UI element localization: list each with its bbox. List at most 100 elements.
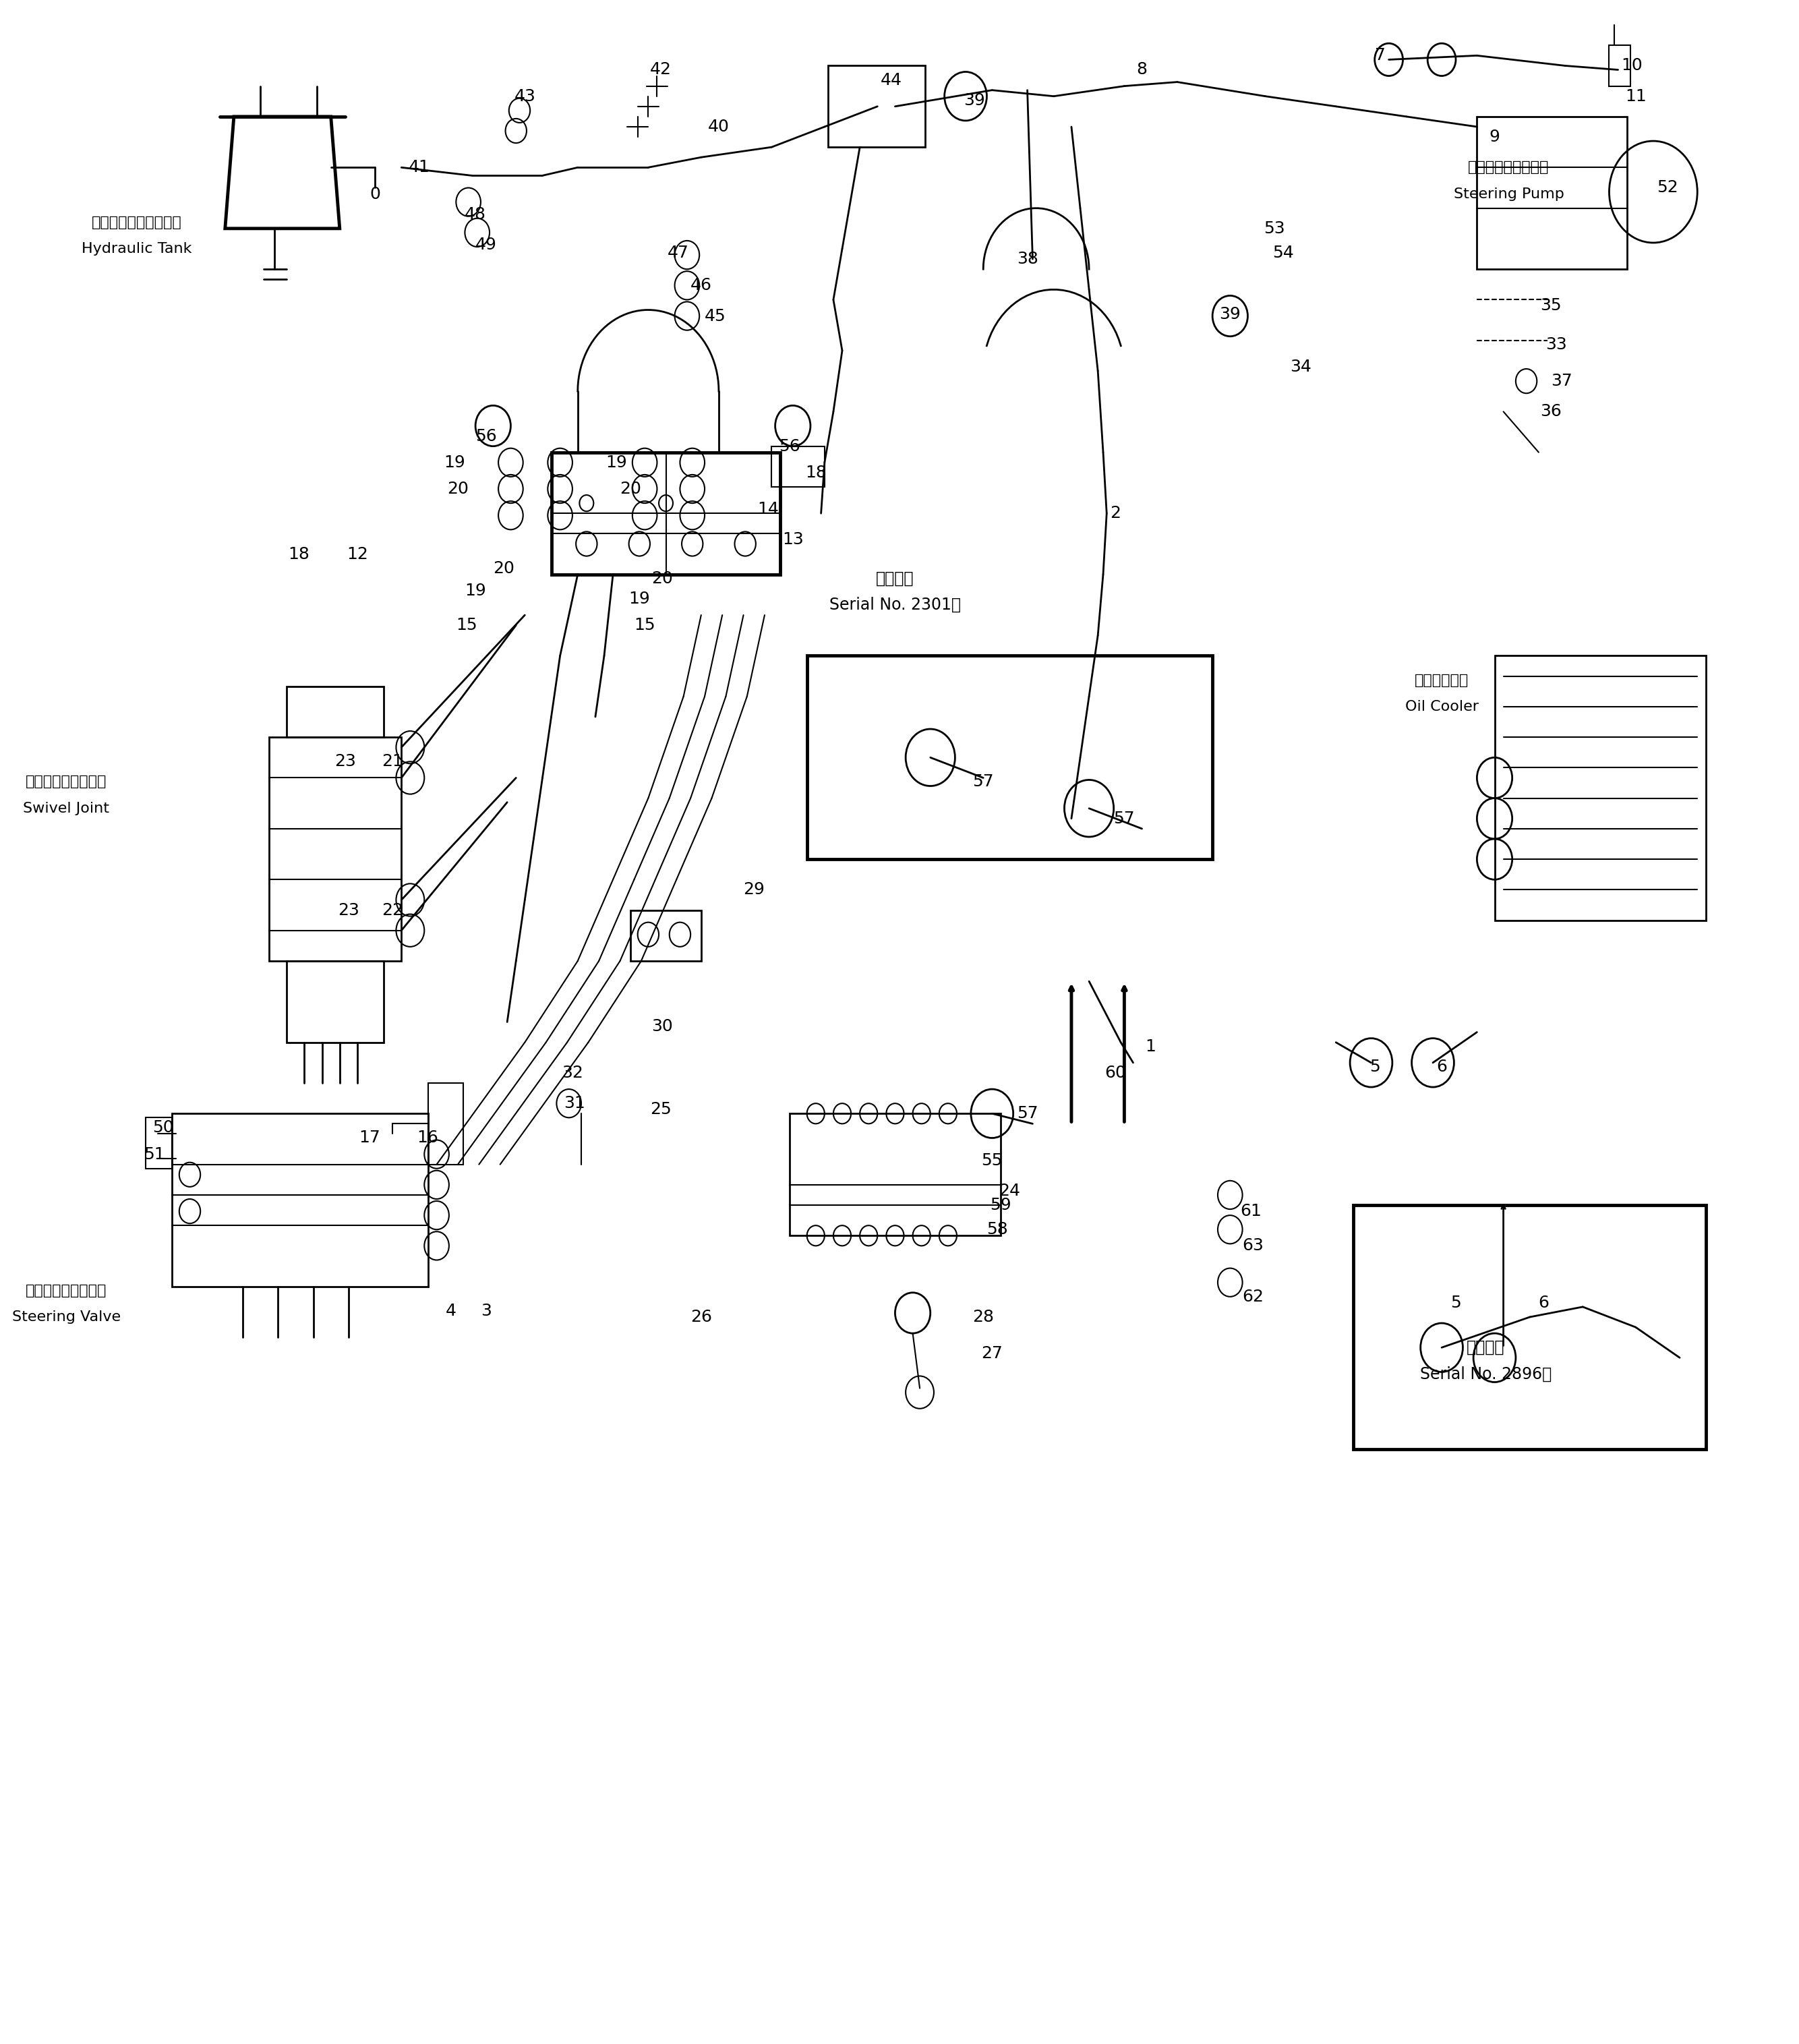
Bar — [286, 687, 383, 738]
Text: 5: 5 — [1369, 1059, 1380, 1075]
Text: 56: 56 — [475, 427, 497, 444]
Text: 30: 30 — [651, 1018, 673, 1034]
Text: 19: 19 — [444, 454, 464, 470]
Text: 適用号機: 適用号機 — [1466, 1339, 1504, 1355]
Text: 57: 57 — [973, 775, 993, 789]
Text: 49: 49 — [475, 237, 497, 253]
Text: 16: 16 — [417, 1130, 439, 1147]
Text: 6: 6 — [1436, 1059, 1446, 1075]
Text: 15: 15 — [455, 617, 477, 634]
Text: 11: 11 — [1624, 88, 1646, 104]
Text: 1: 1 — [1146, 1038, 1157, 1055]
Text: 18: 18 — [288, 546, 309, 562]
Text: 55: 55 — [982, 1153, 1002, 1169]
Text: 50: 50 — [153, 1120, 175, 1136]
Text: 63: 63 — [1243, 1239, 1263, 1253]
Text: 39: 39 — [1220, 307, 1241, 323]
Text: Oil Cooler: Oil Cooler — [1405, 699, 1479, 713]
Text: 57: 57 — [1016, 1106, 1038, 1122]
Text: 31: 31 — [563, 1096, 585, 1112]
Text: 23: 23 — [335, 754, 356, 771]
Text: 42: 42 — [649, 61, 671, 78]
Polygon shape — [225, 117, 340, 229]
Text: ステアリングバルブ: ステアリングバルブ — [25, 1284, 106, 1298]
Text: 28: 28 — [973, 1308, 995, 1325]
Text: 40: 40 — [709, 119, 730, 135]
Text: Swivel Joint: Swivel Joint — [23, 801, 110, 816]
Text: ステアリングポンプ: ステアリングポンプ — [1468, 161, 1549, 174]
Text: 32: 32 — [561, 1065, 583, 1081]
Text: オイルクーラ: オイルクーラ — [1414, 672, 1468, 687]
Text: 17: 17 — [360, 1130, 380, 1147]
Text: 38: 38 — [1016, 251, 1038, 268]
Text: 20: 20 — [493, 560, 515, 576]
Bar — [1495, 656, 1705, 920]
Text: 39: 39 — [964, 92, 986, 108]
Text: 19: 19 — [606, 454, 628, 470]
Bar — [828, 65, 925, 147]
Text: 53: 53 — [1263, 221, 1284, 237]
Text: 46: 46 — [691, 278, 712, 294]
Text: 45: 45 — [705, 309, 727, 325]
Text: 6: 6 — [1538, 1294, 1549, 1310]
Text: 44: 44 — [882, 72, 903, 88]
Text: 36: 36 — [1540, 403, 1562, 419]
Bar — [286, 961, 383, 1042]
Bar — [1608, 45, 1630, 86]
Text: 56: 56 — [779, 437, 801, 454]
Text: 18: 18 — [804, 464, 826, 480]
Text: 20: 20 — [621, 480, 642, 497]
Text: 29: 29 — [743, 881, 765, 897]
Text: Steering Valve: Steering Valve — [13, 1310, 121, 1325]
Text: 47: 47 — [667, 245, 689, 262]
Text: 12: 12 — [347, 546, 369, 562]
Text: 58: 58 — [986, 1222, 1007, 1237]
Text: 4: 4 — [446, 1302, 457, 1318]
Text: 22: 22 — [381, 901, 403, 918]
Text: 33: 33 — [1545, 337, 1567, 352]
Text: 19: 19 — [464, 583, 486, 599]
Bar — [808, 656, 1213, 858]
Text: 13: 13 — [783, 531, 804, 548]
Text: 57: 57 — [1114, 809, 1135, 826]
Text: 62: 62 — [1243, 1288, 1265, 1304]
Bar — [146, 1118, 173, 1169]
Text: 20: 20 — [651, 570, 673, 587]
Text: Serial No. 2301～: Serial No. 2301～ — [829, 597, 961, 613]
Text: 3: 3 — [480, 1302, 491, 1318]
Text: Steering Pump: Steering Pump — [1454, 188, 1563, 200]
Text: 60: 60 — [1105, 1065, 1126, 1081]
Text: 41: 41 — [408, 159, 430, 176]
Text: 21: 21 — [381, 754, 403, 771]
Text: 35: 35 — [1540, 298, 1562, 315]
Text: 0: 0 — [369, 186, 380, 202]
Text: Hydraulic Tank: Hydraulic Tank — [81, 241, 192, 256]
Bar — [173, 1114, 428, 1286]
Bar — [631, 910, 702, 961]
Text: 15: 15 — [633, 617, 655, 634]
Text: 37: 37 — [1551, 372, 1572, 388]
Text: 23: 23 — [338, 901, 360, 918]
Bar — [1477, 117, 1626, 270]
Text: 10: 10 — [1621, 57, 1642, 74]
Text: 9: 9 — [1490, 129, 1500, 145]
Text: 27: 27 — [980, 1345, 1002, 1361]
Bar — [1353, 1206, 1705, 1449]
Text: 51: 51 — [144, 1147, 166, 1163]
Text: Serial No. 2896～: Serial No. 2896～ — [1419, 1365, 1551, 1382]
Bar — [772, 446, 824, 486]
Bar — [550, 452, 781, 574]
Bar — [790, 1114, 1000, 1237]
Text: 48: 48 — [464, 206, 486, 223]
Text: 59: 59 — [989, 1198, 1011, 1214]
Text: 54: 54 — [1272, 245, 1293, 262]
Text: 25: 25 — [649, 1102, 671, 1118]
Bar — [270, 738, 401, 961]
Text: 19: 19 — [628, 591, 649, 607]
Text: ハイドロリックタンク: ハイドロリックタンク — [92, 217, 182, 229]
Text: 5: 5 — [1450, 1294, 1461, 1310]
Text: 61: 61 — [1241, 1204, 1263, 1220]
Text: 適用号機: 適用号機 — [876, 570, 914, 587]
Text: スイベルジョイント: スイベルジョイント — [25, 775, 106, 789]
Text: 20: 20 — [448, 480, 468, 497]
